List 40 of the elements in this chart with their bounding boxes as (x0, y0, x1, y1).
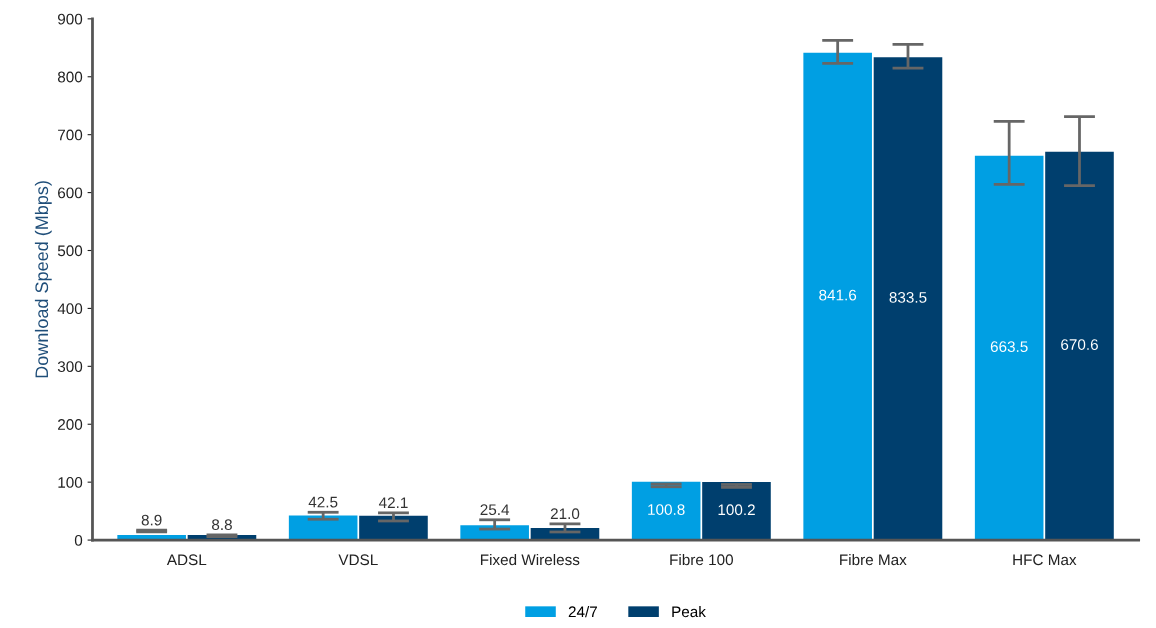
y-tick-label: 300 (57, 361, 83, 373)
y-axis-title: Download Speed (Mbps) (34, 181, 52, 378)
bar (359, 515, 428, 541)
data-label: 25.4 (480, 504, 510, 516)
y-tick-label: 700 (58, 129, 83, 141)
y-tick-label: 100 (58, 477, 83, 488)
bar (702, 482, 771, 541)
x-tick-label: Fibre Max (840, 553, 907, 566)
data-label: 663.5 (990, 341, 1028, 353)
y-tick-label: 200 (58, 419, 83, 430)
x-tick-label: Fixed Wireless (480, 553, 580, 566)
bar (460, 525, 529, 541)
bar (1045, 151, 1114, 541)
bar (974, 155, 1044, 541)
data-label: 8.9 (141, 514, 162, 526)
y-tick-label: 400 (57, 303, 83, 315)
x-tick-label: ADSL (166, 554, 207, 566)
data-label: 8.8 (212, 519, 232, 531)
data-label: 100.2 (718, 504, 755, 516)
legend-label: 24/7 (568, 605, 597, 618)
bar (803, 52, 872, 541)
y-tick-label: 800 (57, 71, 83, 83)
data-label: 42.1 (378, 497, 408, 508)
data-label: 833.5 (889, 292, 927, 303)
x-tick-label: Fibre 100 (670, 553, 733, 566)
data-label: 100.8 (648, 504, 685, 515)
x-tick-label: VDSL (338, 554, 378, 566)
bar (288, 515, 358, 541)
data-label: 21.0 (550, 508, 580, 520)
x-tick-label: HFC Max (1013, 554, 1077, 566)
bar (631, 481, 701, 541)
data-label: 670.6 (1061, 339, 1098, 350)
y-tick-label: 0 (74, 534, 83, 546)
data-label: 841.6 (819, 289, 857, 301)
y-tick-label: 500 (57, 245, 83, 257)
y-tick-label: 600 (58, 187, 83, 199)
bar (873, 57, 943, 541)
y-tick-label: 900 (57, 13, 83, 25)
legend-label: Peak (672, 605, 706, 618)
data-label: 42.5 (308, 496, 338, 508)
